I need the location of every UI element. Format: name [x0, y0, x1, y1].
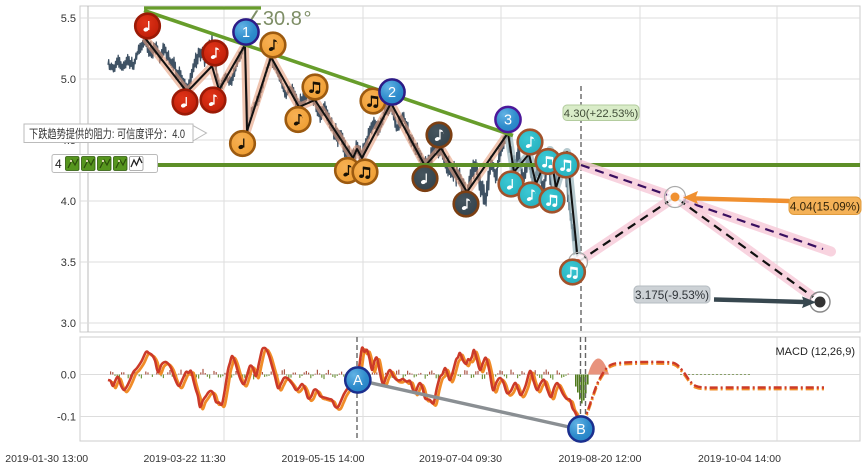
svg-text:5.0: 5.0: [61, 74, 76, 86]
svg-text:4: 4: [55, 157, 62, 171]
svg-text:2019-01-30 13:00: 2019-01-30 13:00: [5, 453, 88, 465]
svg-text:B: B: [576, 422, 586, 438]
svg-text:2: 2: [388, 85, 396, 101]
svg-text:2019-07-04 09:30: 2019-07-04 09:30: [419, 453, 502, 465]
svg-text:2019-10-04 14:00: 2019-10-04 14:00: [698, 453, 781, 465]
svg-text:MACD (12,26,9): MACD (12,26,9): [776, 346, 855, 358]
svg-text:4.04(15.09%): 4.04(15.09%): [790, 200, 860, 213]
svg-text:4.30(+22.53%): 4.30(+22.53%): [564, 108, 639, 120]
svg-text:1: 1: [242, 25, 250, 41]
svg-text:5.5: 5.5: [61, 13, 76, 25]
svg-text:A: A: [353, 373, 363, 389]
svg-text:3.5: 3.5: [61, 257, 76, 269]
svg-text:∠30.8 °: ∠30.8 °: [245, 8, 312, 30]
svg-text:3.175(-9.53%): 3.175(-9.53%): [635, 289, 709, 302]
svg-text:3.0: 3.0: [61, 318, 76, 330]
svg-text:3: 3: [504, 113, 512, 129]
svg-text:2019-03-22 11:30: 2019-03-22 11:30: [143, 453, 225, 465]
svg-text:0.0: 0.0: [61, 370, 76, 382]
svg-text:4.0: 4.0: [61, 196, 76, 208]
svg-text:-0.1: -0.1: [57, 412, 76, 424]
svg-text:下跌趋势提供的阻力: 可信度评分：4.0: 下跌趋势提供的阻力: 可信度评分：4.0: [29, 126, 185, 141]
svg-text:2019-08-20 12:00: 2019-08-20 12:00: [559, 453, 642, 465]
svg-text:2019-05-15 14:00: 2019-05-15 14:00: [282, 453, 365, 465]
